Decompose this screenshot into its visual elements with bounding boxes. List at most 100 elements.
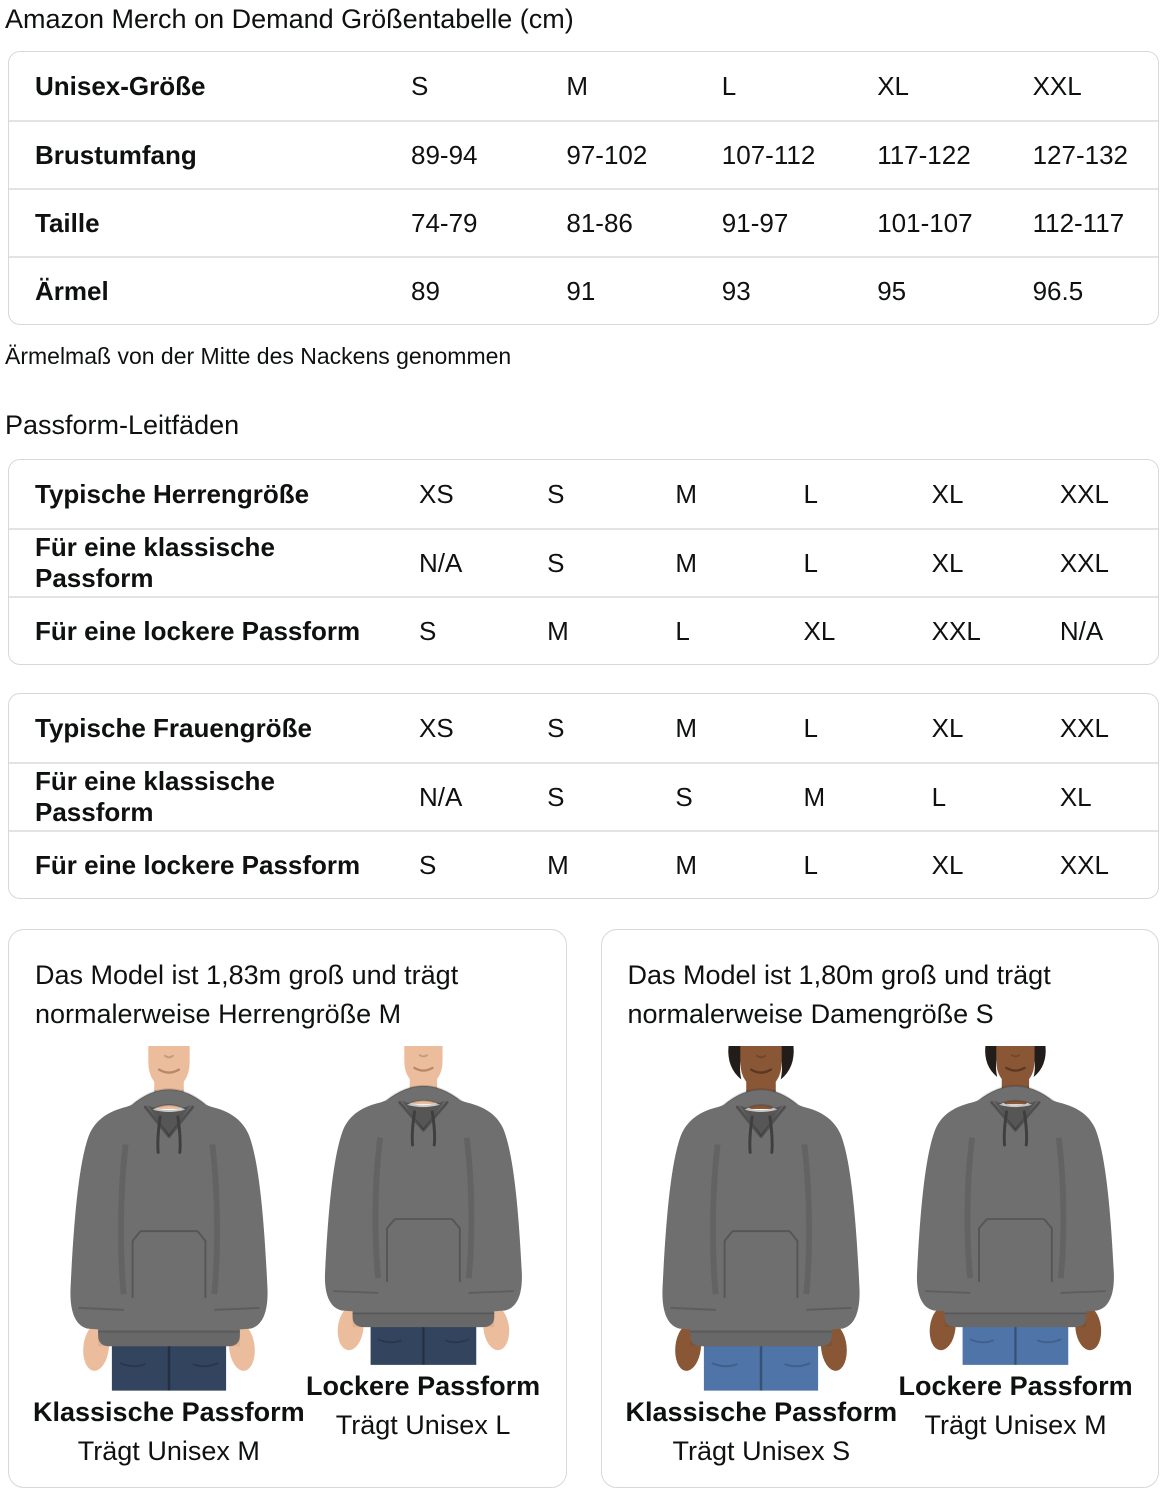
page-title: Amazon Merch on Demand Größentabelle (cm… [5, 4, 574, 34]
cell: XXL [931, 615, 981, 646]
row-label: Für eine lockere Passform [35, 615, 361, 646]
model-photo-womens-classic: Klassische Passform Trägt Unisex S [625, 1046, 898, 1467]
table-row: Für eine klassische Passform N/A S S M L… [9, 762, 1158, 830]
cell: XXL [1059, 712, 1109, 743]
table-row: Ärmel 89 91 93 95 96.5 [9, 256, 1158, 324]
cell: XXL [1059, 547, 1109, 578]
row-label: Brustumfang [35, 139, 197, 170]
womens-model-card: Das Model ist 1,80m groß und trägt norma… [600, 929, 1159, 1488]
fit-caption-title: Lockere Passform [898, 1371, 1133, 1402]
fit-guides-heading: Passform-Leitfäden [5, 410, 240, 441]
cell: L [721, 70, 737, 101]
model-card-heading: Das Model ist 1,80m groß und trägt norma… [627, 960, 1051, 1030]
cell: M [675, 849, 697, 880]
row-label: Ärmel [35, 275, 109, 306]
cell: M [547, 615, 569, 646]
male-classic-fit-illustration [41, 1046, 297, 1391]
fit-caption-size: Trägt Unisex S [672, 1435, 851, 1466]
model-cards: Das Model ist 1,83m groß und trägt norma… [8, 929, 1159, 1488]
cell: S [419, 615, 437, 646]
cell: L [931, 781, 947, 812]
row-label: Für eine klassische Passform [35, 766, 275, 828]
model-photo-womens-loose: Lockere Passform Trägt Unisex M [897, 1046, 1134, 1467]
male-loose-fit-illustration [305, 1046, 542, 1366]
cell: XL [877, 70, 909, 101]
table-row: Typische Frauengröße XS S M L XL XXL [9, 694, 1158, 762]
cell: M [566, 70, 589, 101]
model-photo-mens-classic: Klassische Passform Trägt Unisex M [33, 1046, 305, 1467]
cell: S [675, 781, 693, 812]
table-row: Brustumfang 89-94 97-102 107-112 117-122… [9, 120, 1158, 188]
cell: 89 [411, 275, 440, 306]
cell: 107-112 [721, 139, 816, 170]
table-row: Unisex-Größe S M L XL XXL [9, 52, 1158, 120]
table-row: Für eine lockere Passform S M L XL XXL N… [9, 596, 1158, 664]
row-label: Typische Frauengröße [35, 712, 312, 743]
cell: XL [803, 615, 836, 646]
cell: N/A [419, 781, 463, 812]
cell: 127-132 [1032, 139, 1129, 170]
cell: M [803, 781, 826, 812]
cell: 91 [566, 275, 596, 306]
cell: XXL [1032, 70, 1082, 101]
cell: S [547, 547, 565, 578]
mens-fit-table: Typische Herrengröße XS S M L XL XXL Für… [8, 459, 1159, 666]
table-row: Typische Herrengröße XS S M L XL XXL [9, 460, 1158, 528]
cell: S [419, 849, 437, 880]
female-loose-fit-illustration [897, 1046, 1134, 1366]
cell: 117-122 [877, 139, 971, 170]
row-label: Typische Herrengröße [35, 478, 310, 509]
fit-caption-title: Klassische Passform [33, 1396, 305, 1427]
cell: XS [419, 478, 454, 509]
cell: XXL [1059, 478, 1109, 509]
cell: N/A [1059, 615, 1104, 646]
cell: 89-94 [411, 139, 478, 170]
cell: L [803, 547, 818, 578]
table-row: Für eine klassische Passform N/A S M L X… [9, 528, 1158, 596]
cell: XXL [1059, 849, 1109, 880]
cell: 96.5 [1032, 275, 1084, 306]
cell: 81-86 [566, 207, 633, 238]
cell: 74-79 [411, 207, 478, 238]
fit-caption-size: Trägt Unisex L [335, 1410, 511, 1441]
cell: N/A [419, 547, 463, 578]
cell: XS [419, 712, 454, 743]
model-photo-mens-loose: Lockere Passform Trägt Unisex L [305, 1046, 542, 1467]
fit-caption-size: Trägt Unisex M [77, 1435, 260, 1466]
cell: L [675, 615, 690, 646]
sleeve-measure-note: Ärmelmaß von der Mitte des Nackens genom… [5, 343, 512, 370]
cell: L [803, 712, 818, 743]
row-label: Für eine lockere Passform [35, 849, 361, 880]
model-card-heading: Das Model ist 1,83m groß und trägt norma… [35, 960, 459, 1030]
cell: XL [1059, 781, 1092, 812]
row-label: Taille [35, 207, 100, 238]
cell: 93 [721, 275, 751, 306]
row-label: Unisex-Größe [35, 70, 206, 101]
cell: 95 [877, 275, 907, 306]
table-row: Taille 74-79 81-86 91-97 101-107 112-117 [9, 188, 1158, 256]
table-row: Für eine lockere Passform S M M L XL XXL [9, 830, 1158, 898]
cell: S [547, 478, 565, 509]
fit-caption-size: Trägt Unisex M [924, 1410, 1107, 1441]
cell: M [675, 712, 697, 743]
cell: 97-102 [566, 139, 648, 170]
fit-caption-title: Lockere Passform [306, 1371, 541, 1402]
cell: 101-107 [877, 207, 973, 238]
cell: 91-97 [721, 207, 789, 238]
row-label: Für eine klassische Passform [35, 532, 275, 594]
cell: XL [931, 478, 964, 509]
cell: M [547, 849, 569, 880]
cell: S [547, 712, 565, 743]
cell: XL [931, 547, 964, 578]
womens-fit-table: Typische Frauengröße XS S M L XL XXL Für… [8, 693, 1159, 900]
cell: XL [931, 849, 964, 880]
cell: S [547, 781, 565, 812]
cell: S [411, 70, 429, 101]
cell: 112-117 [1032, 207, 1125, 238]
fit-caption-title: Klassische Passform [625, 1396, 898, 1427]
cell: M [675, 547, 697, 578]
female-classic-fit-illustration [633, 1046, 889, 1391]
cell: XL [931, 712, 964, 743]
cell: M [675, 478, 697, 509]
